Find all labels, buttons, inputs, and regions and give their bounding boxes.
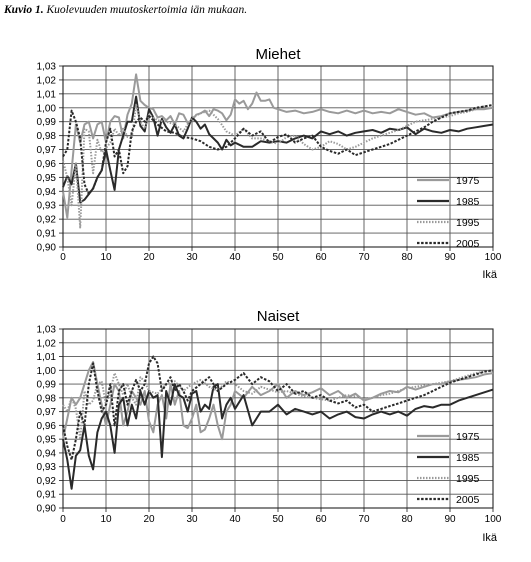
legend-label-1995: 1995: [456, 473, 480, 485]
x-tick-label: 30: [186, 252, 198, 263]
y-tick-label: 1,02: [37, 75, 57, 86]
y-tick-label: 0,96: [37, 421, 57, 432]
x-tick-label: 60: [315, 514, 327, 525]
x-tick-label: 90: [444, 252, 456, 263]
x-tick-label: 90: [444, 514, 456, 525]
y-tick-label: 0,94: [37, 187, 57, 198]
chart-men: Miehet 0,90 0,91 0,92 0,93 0,94 0,95 0,96 0,97 0,…: [37, 46, 502, 281]
chart-title: Naiset: [257, 308, 300, 325]
y-tick-label: 0,90: [37, 243, 57, 254]
series-line-2005: [62, 104, 494, 196]
y-tick-label: 0,97: [37, 407, 57, 418]
x-tick-label: 70: [358, 252, 370, 263]
x-tick-label: 40: [229, 514, 241, 525]
x-axis-label: Ikä: [482, 269, 498, 281]
figure-caption: Kuvio 1. Kuolevuuden muutoskertoimia iän…: [4, 4, 247, 16]
x-tick-label: 80: [401, 514, 413, 525]
legend-label-1995: 1995: [456, 217, 480, 229]
y-tick-label: 1,00: [37, 103, 57, 114]
x-tick-label: 10: [100, 252, 112, 263]
series-line-1975: [62, 73, 494, 219]
series-line-1995: [62, 369, 494, 441]
y-tick-label: 0,99: [37, 380, 57, 391]
x-tick-label: 20: [143, 514, 155, 525]
x-tick-label: 0: [60, 252, 66, 263]
figure-caption-text: Kuolevuuden muutoskertoimia iän mukaan.: [46, 4, 248, 16]
legend-label-1975: 1975: [456, 175, 480, 187]
y-tick-label: 0,94: [37, 448, 57, 459]
plot-area-frame: [62, 328, 494, 509]
y-tick-label: 0,98: [37, 393, 57, 404]
y-tick-label: 0,95: [37, 435, 57, 446]
x-tick-label: 100: [485, 514, 502, 525]
legend-label-2005: 2005: [456, 238, 480, 250]
y-tick-label: 1,02: [37, 338, 57, 349]
x-tick-label: 40: [229, 252, 241, 263]
series-line-1995: [62, 104, 494, 229]
x-tick-label: 70: [358, 514, 370, 525]
series-line-1985: [62, 383, 494, 490]
y-tick-label: 0,99: [37, 117, 57, 128]
y-tick-label: 1,03: [37, 325, 57, 336]
y-tick-label: 1,03: [37, 62, 57, 73]
y-tick-label: 0,92: [37, 476, 57, 487]
x-axis-label: Ikä: [482, 532, 498, 544]
y-tick-label: 0,93: [37, 462, 57, 473]
y-tick-label: 0,91: [37, 229, 57, 240]
y-tick-label: 0,98: [37, 131, 57, 142]
x-tick-label: 60: [315, 252, 327, 263]
x-tick-label: 80: [401, 252, 413, 263]
y-tick-label: 0,97: [37, 145, 57, 156]
series-line-1975: [62, 361, 494, 441]
x-tick-label: 20: [143, 252, 155, 263]
chart-women: Naiset 0,90 0,91 0,92 0,93 0,94 0,95 0,96 0,97 0,…: [37, 308, 502, 544]
y-tick-label: 1,00: [37, 366, 57, 377]
y-tick-label: 0,96: [37, 159, 57, 170]
legend-label-2005: 2005: [456, 494, 480, 506]
y-tick-label: 0,95: [37, 173, 57, 184]
x-tick-label: 10: [100, 514, 112, 525]
y-tick-label: 0,92: [37, 215, 57, 226]
x-tick-label: 0: [60, 514, 66, 525]
y-tick-label: 1,01: [37, 89, 57, 100]
legend-label-1985: 1985: [456, 196, 480, 208]
legend-label-1985: 1985: [456, 452, 480, 464]
figure-caption-label: Kuvio 1.: [4, 4, 44, 16]
x-tick-label: 50: [272, 252, 284, 263]
x-tick-label: 30: [186, 514, 198, 525]
series-line-2005: [62, 355, 494, 461]
x-tick-label: 50: [272, 514, 284, 525]
y-tick-label: 1,01: [37, 352, 57, 363]
legend-label-1975: 1975: [456, 431, 480, 443]
y-tick-label: 0,90: [37, 504, 57, 515]
y-tick-label: 0,91: [37, 490, 57, 501]
chart-title: Miehet: [255, 46, 301, 63]
y-tick-label: 0,93: [37, 201, 57, 212]
series-line-1985: [62, 95, 494, 204]
x-tick-label: 100: [485, 252, 502, 263]
